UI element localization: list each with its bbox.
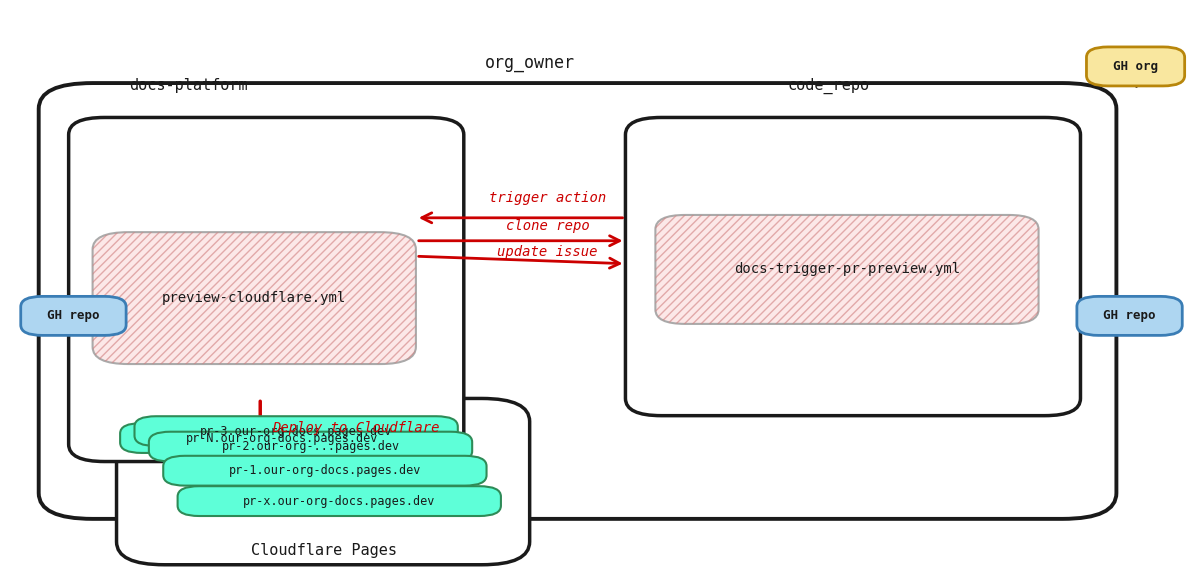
- Text: code_repo: code_repo: [788, 78, 870, 94]
- FancyBboxPatch shape: [93, 232, 416, 364]
- Text: Cloudflare Pages: Cloudflare Pages: [250, 543, 397, 558]
- FancyBboxPatch shape: [117, 398, 529, 565]
- Text: GH repo: GH repo: [47, 309, 100, 323]
- Text: pr-1.our-org-docs.pages.dev: pr-1.our-org-docs.pages.dev: [229, 464, 421, 477]
- Text: docs-trigger-pr-preview.yml: docs-trigger-pr-preview.yml: [734, 262, 960, 276]
- FancyBboxPatch shape: [149, 432, 472, 461]
- Text: Deploy to Cloudflare: Deploy to Cloudflare: [272, 422, 440, 435]
- Text: clone repo: clone repo: [505, 219, 589, 233]
- Text: GH repo: GH repo: [1103, 309, 1156, 323]
- FancyBboxPatch shape: [626, 118, 1080, 416]
- FancyBboxPatch shape: [164, 456, 486, 486]
- Text: org_owner: org_owner: [485, 54, 575, 72]
- FancyBboxPatch shape: [69, 118, 464, 461]
- FancyBboxPatch shape: [120, 423, 444, 453]
- Text: pr-N.our-org-docs.pages.dev: pr-N.our-org-docs.pages.dev: [185, 431, 378, 445]
- Text: docs-platform: docs-platform: [129, 78, 248, 93]
- FancyBboxPatch shape: [178, 486, 500, 516]
- FancyBboxPatch shape: [1086, 47, 1185, 86]
- Text: trigger action: trigger action: [488, 190, 606, 205]
- Text: pr-x.our-org-docs.pages.dev: pr-x.our-org-docs.pages.dev: [243, 494, 435, 508]
- FancyBboxPatch shape: [656, 215, 1038, 324]
- FancyBboxPatch shape: [135, 416, 458, 446]
- Text: pr-3.our-org-docs.pages.dev: pr-3.our-org-docs.pages.dev: [200, 424, 392, 438]
- FancyBboxPatch shape: [1077, 296, 1183, 335]
- Text: update issue: update issue: [497, 245, 598, 259]
- FancyBboxPatch shape: [20, 296, 126, 335]
- Text: pr-2.our-org-...pages.dev: pr-2.our-org-...pages.dev: [221, 440, 399, 453]
- Text: preview-cloudflare.yml: preview-cloudflare.yml: [162, 291, 346, 305]
- Text: GH org: GH org: [1113, 60, 1158, 73]
- FancyBboxPatch shape: [38, 83, 1116, 519]
